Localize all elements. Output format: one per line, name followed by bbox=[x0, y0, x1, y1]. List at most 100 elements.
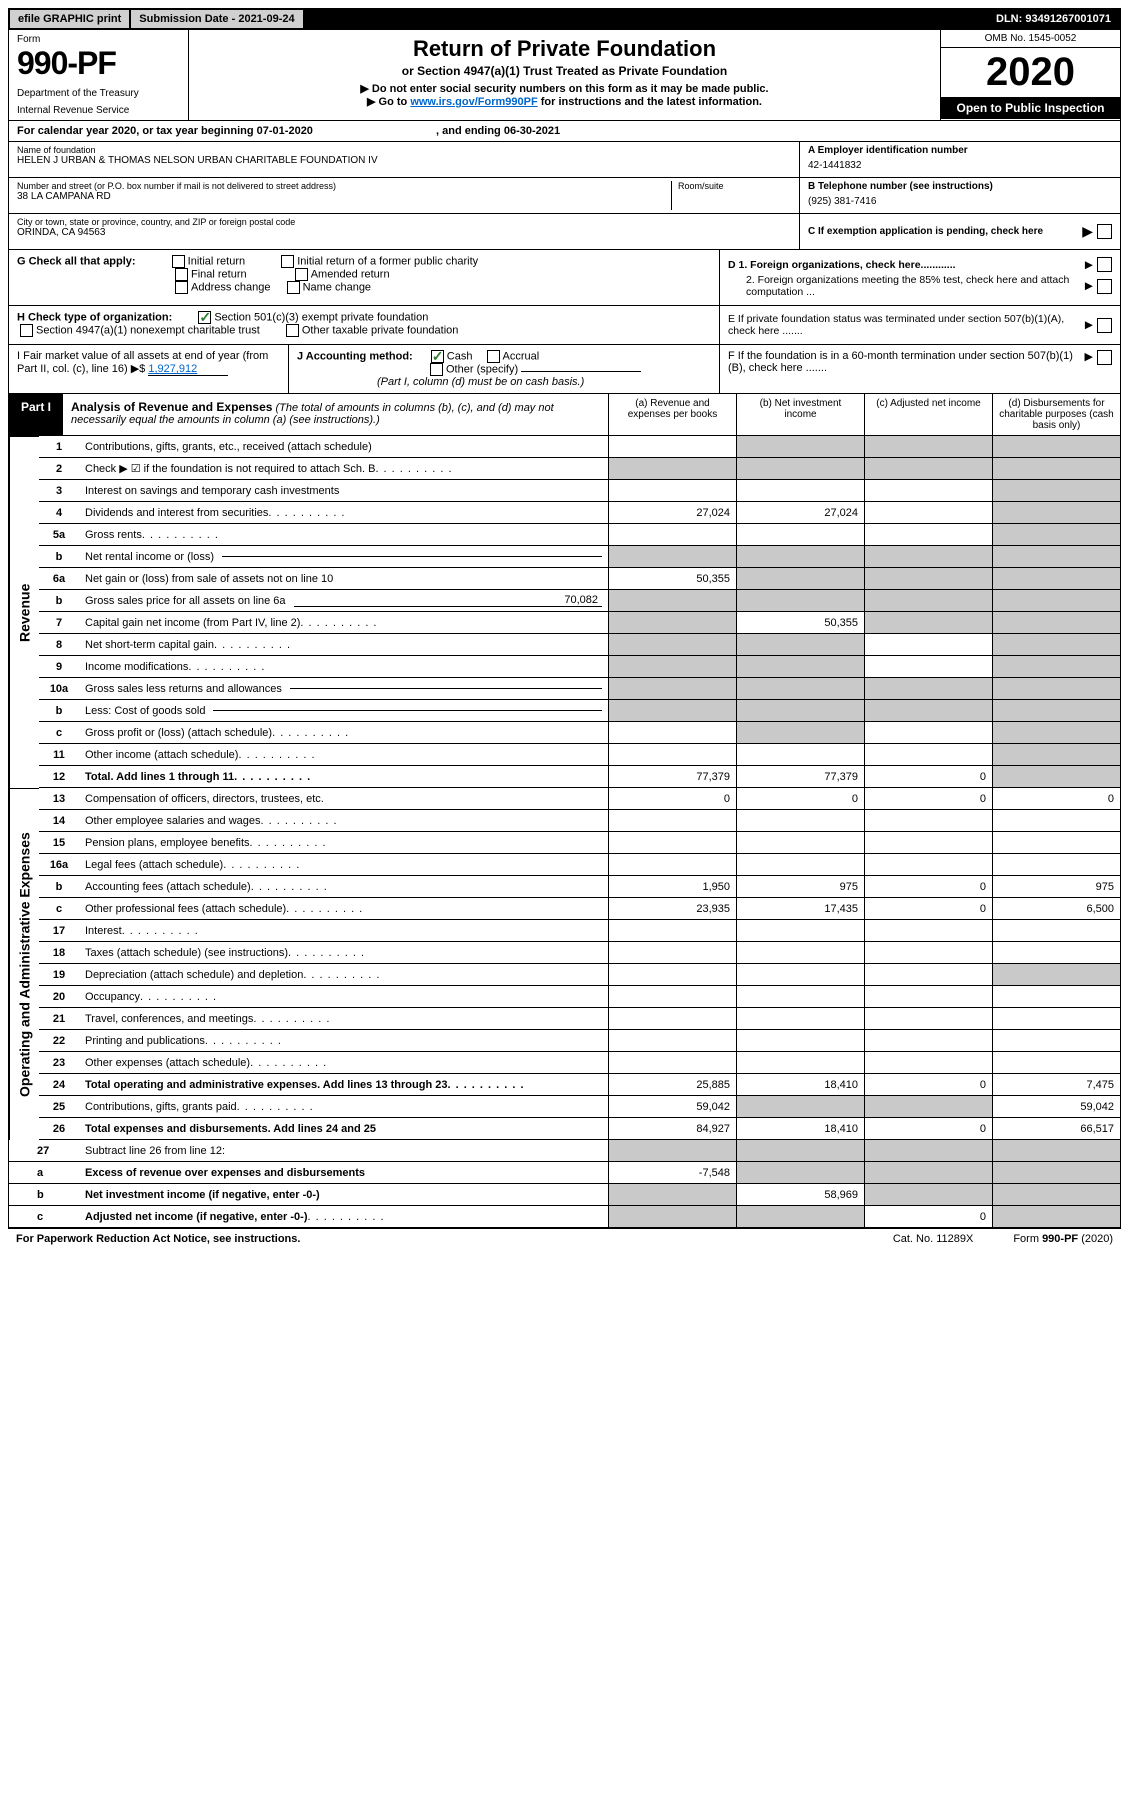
line27-a-col-c bbox=[864, 1162, 992, 1184]
city-state-zip: ORINDA, CA 94563 bbox=[17, 227, 791, 238]
final-return-checkbox[interactable] bbox=[175, 268, 188, 281]
line-6a-col-b bbox=[736, 568, 864, 590]
foundation-name-cell: Name of foundation HELEN J URBAN & THOMA… bbox=[9, 142, 799, 178]
line27-27-desc: Subtract line 26 from line 12: bbox=[79, 1140, 608, 1162]
line-b-desc: Less: Cost of goods sold bbox=[79, 700, 608, 722]
initial-former-checkbox[interactable] bbox=[281, 255, 294, 268]
amended-return-checkbox[interactable] bbox=[295, 268, 308, 281]
f-checkbox[interactable] bbox=[1097, 350, 1112, 365]
tax-year-end: 06-30-2021 bbox=[504, 125, 560, 137]
other-method-checkbox[interactable] bbox=[430, 363, 443, 376]
fair-market-value[interactable]: 1,927,912 bbox=[148, 363, 228, 376]
cat-number: Cat. No. 11289X bbox=[893, 1233, 974, 1245]
line-13-num: 13 bbox=[39, 788, 79, 810]
accrual-checkbox[interactable] bbox=[487, 350, 500, 363]
cash-checkbox[interactable] bbox=[431, 350, 444, 363]
note-ssn: ▶ Do not enter social security numbers o… bbox=[199, 82, 930, 95]
tax-year: 2020 bbox=[941, 48, 1120, 97]
line-13-col-d: 0 bbox=[992, 788, 1120, 810]
line-16a-col-d bbox=[992, 854, 1120, 876]
line-21-desc: Travel, conferences, and meetings bbox=[79, 1008, 608, 1030]
line-9-col-c bbox=[864, 656, 992, 678]
line-10a-col-b bbox=[736, 678, 864, 700]
line-4-col-d bbox=[992, 502, 1120, 524]
line-4-col-a: 27,024 bbox=[608, 502, 736, 524]
line-24-col-b: 18,410 bbox=[736, 1074, 864, 1096]
line-b-col-d bbox=[992, 700, 1120, 722]
form990pf-link[interactable]: www.irs.gov/Form990PF bbox=[410, 96, 537, 108]
line-11-col-a bbox=[608, 744, 736, 766]
line-23-num: 23 bbox=[39, 1052, 79, 1074]
line-8-num: 8 bbox=[39, 634, 79, 656]
name-change-checkbox[interactable] bbox=[287, 281, 300, 294]
dln-value: 93491267001071 bbox=[1025, 13, 1111, 25]
line-3-num: 3 bbox=[39, 480, 79, 502]
line-b-num: b bbox=[39, 590, 79, 612]
line27-27-num: 27 bbox=[9, 1140, 79, 1162]
line-1-col-d bbox=[992, 436, 1120, 458]
line-10a-num: 10a bbox=[39, 678, 79, 700]
f-check: F If the foundation is in a 60-month ter… bbox=[720, 345, 1120, 393]
line-17-col-c bbox=[864, 920, 992, 942]
line27-c-col-d bbox=[992, 1206, 1120, 1228]
line-21-col-b bbox=[736, 1008, 864, 1030]
d1-checkbox[interactable] bbox=[1097, 257, 1112, 272]
line-9-desc: Income modifications bbox=[79, 656, 608, 678]
line-16a-col-c bbox=[864, 854, 992, 876]
line-13-col-a: 0 bbox=[608, 788, 736, 810]
form-word: Form bbox=[17, 34, 180, 45]
header-left: Form 990-PF Department of the Treasury I… bbox=[9, 30, 189, 120]
form-ref: Form 990-PF (2020) bbox=[1013, 1233, 1113, 1245]
line27-27-col-a bbox=[608, 1140, 736, 1162]
line-13-col-b: 0 bbox=[736, 788, 864, 810]
line-12-col-a: 77,379 bbox=[608, 766, 736, 788]
d2-checkbox[interactable] bbox=[1097, 279, 1112, 294]
submission-label: Submission Date - bbox=[139, 13, 238, 25]
line-6a-num: 6a bbox=[39, 568, 79, 590]
form-title: Return of Private Foundation bbox=[199, 36, 930, 62]
c-checkbox[interactable] bbox=[1097, 224, 1112, 239]
other-taxable-checkbox[interactable] bbox=[286, 324, 299, 337]
line-c-col-c: 0 bbox=[864, 898, 992, 920]
line-c-col-d bbox=[992, 722, 1120, 744]
line-1-col-b bbox=[736, 436, 864, 458]
line-22-col-d bbox=[992, 1030, 1120, 1052]
address-change-checkbox[interactable] bbox=[175, 281, 188, 294]
line-15-col-a bbox=[608, 832, 736, 854]
e-checkbox[interactable] bbox=[1097, 318, 1112, 333]
line-c-num: c bbox=[39, 898, 79, 920]
line-c-desc: Gross profit or (loss) (attach schedule) bbox=[79, 722, 608, 744]
4947-checkbox[interactable] bbox=[20, 324, 33, 337]
efile-print-button[interactable]: efile GRAPHIC print bbox=[10, 10, 131, 28]
line-15-num: 15 bbox=[39, 832, 79, 854]
line-5a-num: 5a bbox=[39, 524, 79, 546]
line-b-col-b bbox=[736, 700, 864, 722]
col-d-header: (d) Disbursements for charitable purpose… bbox=[992, 394, 1120, 435]
phone-value: (925) 381-7416 bbox=[808, 196, 1112, 207]
line-3-col-d bbox=[992, 480, 1120, 502]
line-1-col-a bbox=[608, 436, 736, 458]
line-b-num: b bbox=[39, 546, 79, 568]
part1-desc: Analysis of Revenue and Expenses (The to… bbox=[63, 394, 608, 435]
line-20-col-a bbox=[608, 986, 736, 1008]
exemption-pending-cell: C If exemption application is pending, c… bbox=[800, 214, 1120, 250]
line-12-col-d bbox=[992, 766, 1120, 788]
line-17-desc: Interest bbox=[79, 920, 608, 942]
line-11-col-d bbox=[992, 744, 1120, 766]
initial-return-checkbox[interactable] bbox=[172, 255, 185, 268]
line-26-col-d: 66,517 bbox=[992, 1118, 1120, 1140]
line-1-col-c bbox=[864, 436, 992, 458]
line-16a-num: 16a bbox=[39, 854, 79, 876]
city-cell: City or town, state or province, country… bbox=[9, 214, 799, 250]
submission-date-value: 2021-09-24 bbox=[238, 13, 294, 25]
501c3-checkbox[interactable] bbox=[198, 311, 211, 324]
line-12-col-c: 0 bbox=[864, 766, 992, 788]
ein-cell: A Employer identification number 42-1441… bbox=[800, 142, 1120, 178]
line-18-col-d bbox=[992, 942, 1120, 964]
line-7-col-b: 50,355 bbox=[736, 612, 864, 634]
line27-a-col-b bbox=[736, 1162, 864, 1184]
line27-b-col-a bbox=[608, 1184, 736, 1206]
line-b-col-a bbox=[608, 546, 736, 568]
line-9-num: 9 bbox=[39, 656, 79, 678]
open-to-public: Open to Public Inspection bbox=[941, 97, 1120, 119]
